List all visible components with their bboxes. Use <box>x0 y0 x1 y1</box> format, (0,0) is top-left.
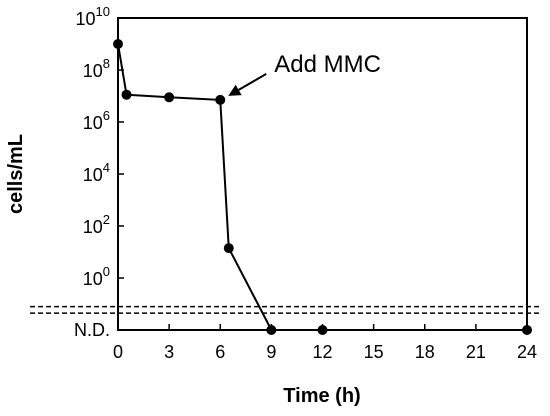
y-tick-label: 106 <box>83 108 110 133</box>
annotation-arrow <box>238 73 267 91</box>
data-point <box>317 325 328 335</box>
data-point <box>164 92 175 103</box>
y-tick-base: 10 <box>83 61 103 81</box>
series-line <box>117 43 527 331</box>
x-tick-label: 15 <box>364 342 384 362</box>
y-tick-label: 108 <box>83 56 110 81</box>
data-point <box>113 39 123 49</box>
x-axis-ticks: 0 3 6 9 12 15 18 21 24 <box>113 324 537 362</box>
y-tick-base: 10 <box>83 165 103 185</box>
x-tick-label: 21 <box>466 342 486 362</box>
data-point <box>223 243 234 254</box>
x-tick-label: 18 <box>415 342 435 362</box>
y-tick-exponent: 4 <box>103 160 110 175</box>
y-tick-label: 100 <box>83 264 110 289</box>
data-point <box>266 325 277 335</box>
y-tick-base: 10 <box>83 217 103 237</box>
y-tick-base: 10 <box>83 269 103 289</box>
data-point <box>215 94 226 105</box>
data-point <box>522 325 532 335</box>
x-tick-label: 12 <box>312 342 332 362</box>
x-tick-label: 0 <box>113 342 123 362</box>
y-tick-exponent: 8 <box>103 56 110 71</box>
y-tick-base: 10 <box>83 113 103 133</box>
x-tick-label: 3 <box>164 342 174 362</box>
data-points <box>113 39 532 335</box>
y-tick-label: 104 <box>83 160 110 185</box>
detection-limit-lines <box>30 305 540 314</box>
y-tick-exponent: 2 <box>103 212 110 227</box>
y-axis-title: cells/mL <box>5 134 27 214</box>
x-tick-label: 24 <box>517 342 537 362</box>
y-tick-base: 10 <box>76 9 96 29</box>
y-tick-exponent: 10 <box>96 4 110 19</box>
annotation-arrowhead <box>228 84 242 96</box>
x-axis-title: Time (h) <box>283 385 360 407</box>
data-point <box>121 89 132 100</box>
y-tick-label: 1010 <box>76 4 111 29</box>
x-tick-label: 9 <box>266 342 276 362</box>
y-tick-exponent: 6 <box>103 108 110 123</box>
x-tick-label: 6 <box>215 342 225 362</box>
y-tick-exponent: 0 <box>103 264 110 279</box>
annotation: Add MMC <box>228 51 381 96</box>
annotation-text: Add MMC <box>274 51 381 78</box>
nd-label: N.D. <box>74 320 110 340</box>
y-tick-label: 102 <box>83 212 110 237</box>
